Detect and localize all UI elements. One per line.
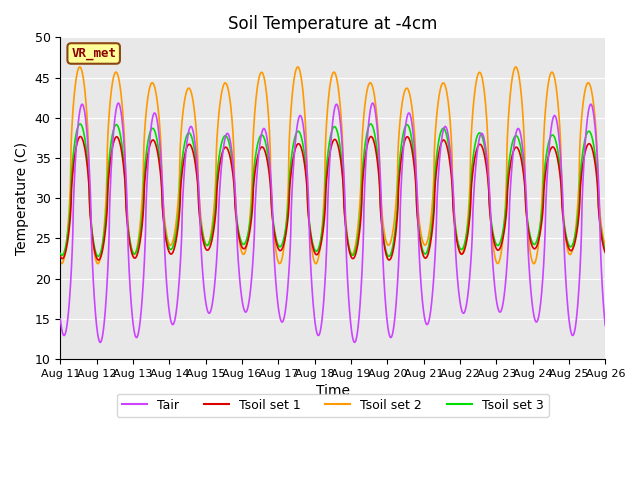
Line: Tsoil set 3: Tsoil set 3 <box>60 124 605 256</box>
Tsoil set 3 <box>385 253 393 259</box>
Tair <box>151 110 159 116</box>
Tsoil set 3 <box>151 129 159 134</box>
Tsoil set 2 <box>532 256 540 262</box>
Tsoil set 2 <box>602 241 609 247</box>
Tsoil set 3 <box>119 147 127 153</box>
Line: Tsoil set 1: Tsoil set 1 <box>60 136 605 260</box>
Line: Tsoil set 2: Tsoil set 2 <box>60 67 605 264</box>
Tsoil set 2 <box>289 86 297 92</box>
Tair <box>591 122 599 128</box>
Tair <box>119 122 127 128</box>
Tsoil set 3 <box>76 121 84 127</box>
Tair <box>97 339 104 345</box>
Tsoil set 3 <box>56 251 64 256</box>
Tsoil set 1 <box>289 157 297 163</box>
Tsoil set 2 <box>118 106 126 111</box>
Tsoil set 3 <box>591 150 599 156</box>
Tair <box>602 323 609 328</box>
Tsoil set 1 <box>118 154 126 160</box>
Tair <box>266 156 273 162</box>
Tsoil set 1 <box>151 139 159 145</box>
Tsoil set 3 <box>532 240 540 245</box>
Tsoil set 2 <box>591 114 599 120</box>
Tair <box>532 319 540 325</box>
Tsoil set 2 <box>530 261 538 266</box>
Tair <box>369 100 376 106</box>
X-axis label: Time: Time <box>316 384 350 398</box>
Tsoil set 1 <box>367 133 375 139</box>
Tsoil set 1 <box>591 159 599 165</box>
Tsoil set 3 <box>266 166 273 171</box>
Tsoil set 1 <box>266 171 273 177</box>
Tsoil set 1 <box>385 257 393 263</box>
Tsoil set 1 <box>532 244 540 250</box>
Tsoil set 1 <box>56 253 64 259</box>
Text: VR_met: VR_met <box>71 47 116 60</box>
Tsoil set 1 <box>602 250 609 255</box>
Tsoil set 2 <box>151 84 159 90</box>
Tair <box>56 316 64 322</box>
Tair <box>289 169 297 175</box>
Title: Soil Temperature at -4cm: Soil Temperature at -4cm <box>228 15 438 33</box>
Y-axis label: Temperature (C): Temperature (C) <box>15 142 29 255</box>
Tsoil set 3 <box>289 143 297 149</box>
Tsoil set 2 <box>266 125 273 131</box>
Tsoil set 2 <box>294 64 301 70</box>
Tsoil set 3 <box>602 247 609 252</box>
Tsoil set 2 <box>56 259 64 264</box>
Line: Tair: Tair <box>60 103 605 342</box>
Legend: Tair, Tsoil set 1, Tsoil set 2, Tsoil set 3: Tair, Tsoil set 1, Tsoil set 2, Tsoil se… <box>116 394 549 417</box>
